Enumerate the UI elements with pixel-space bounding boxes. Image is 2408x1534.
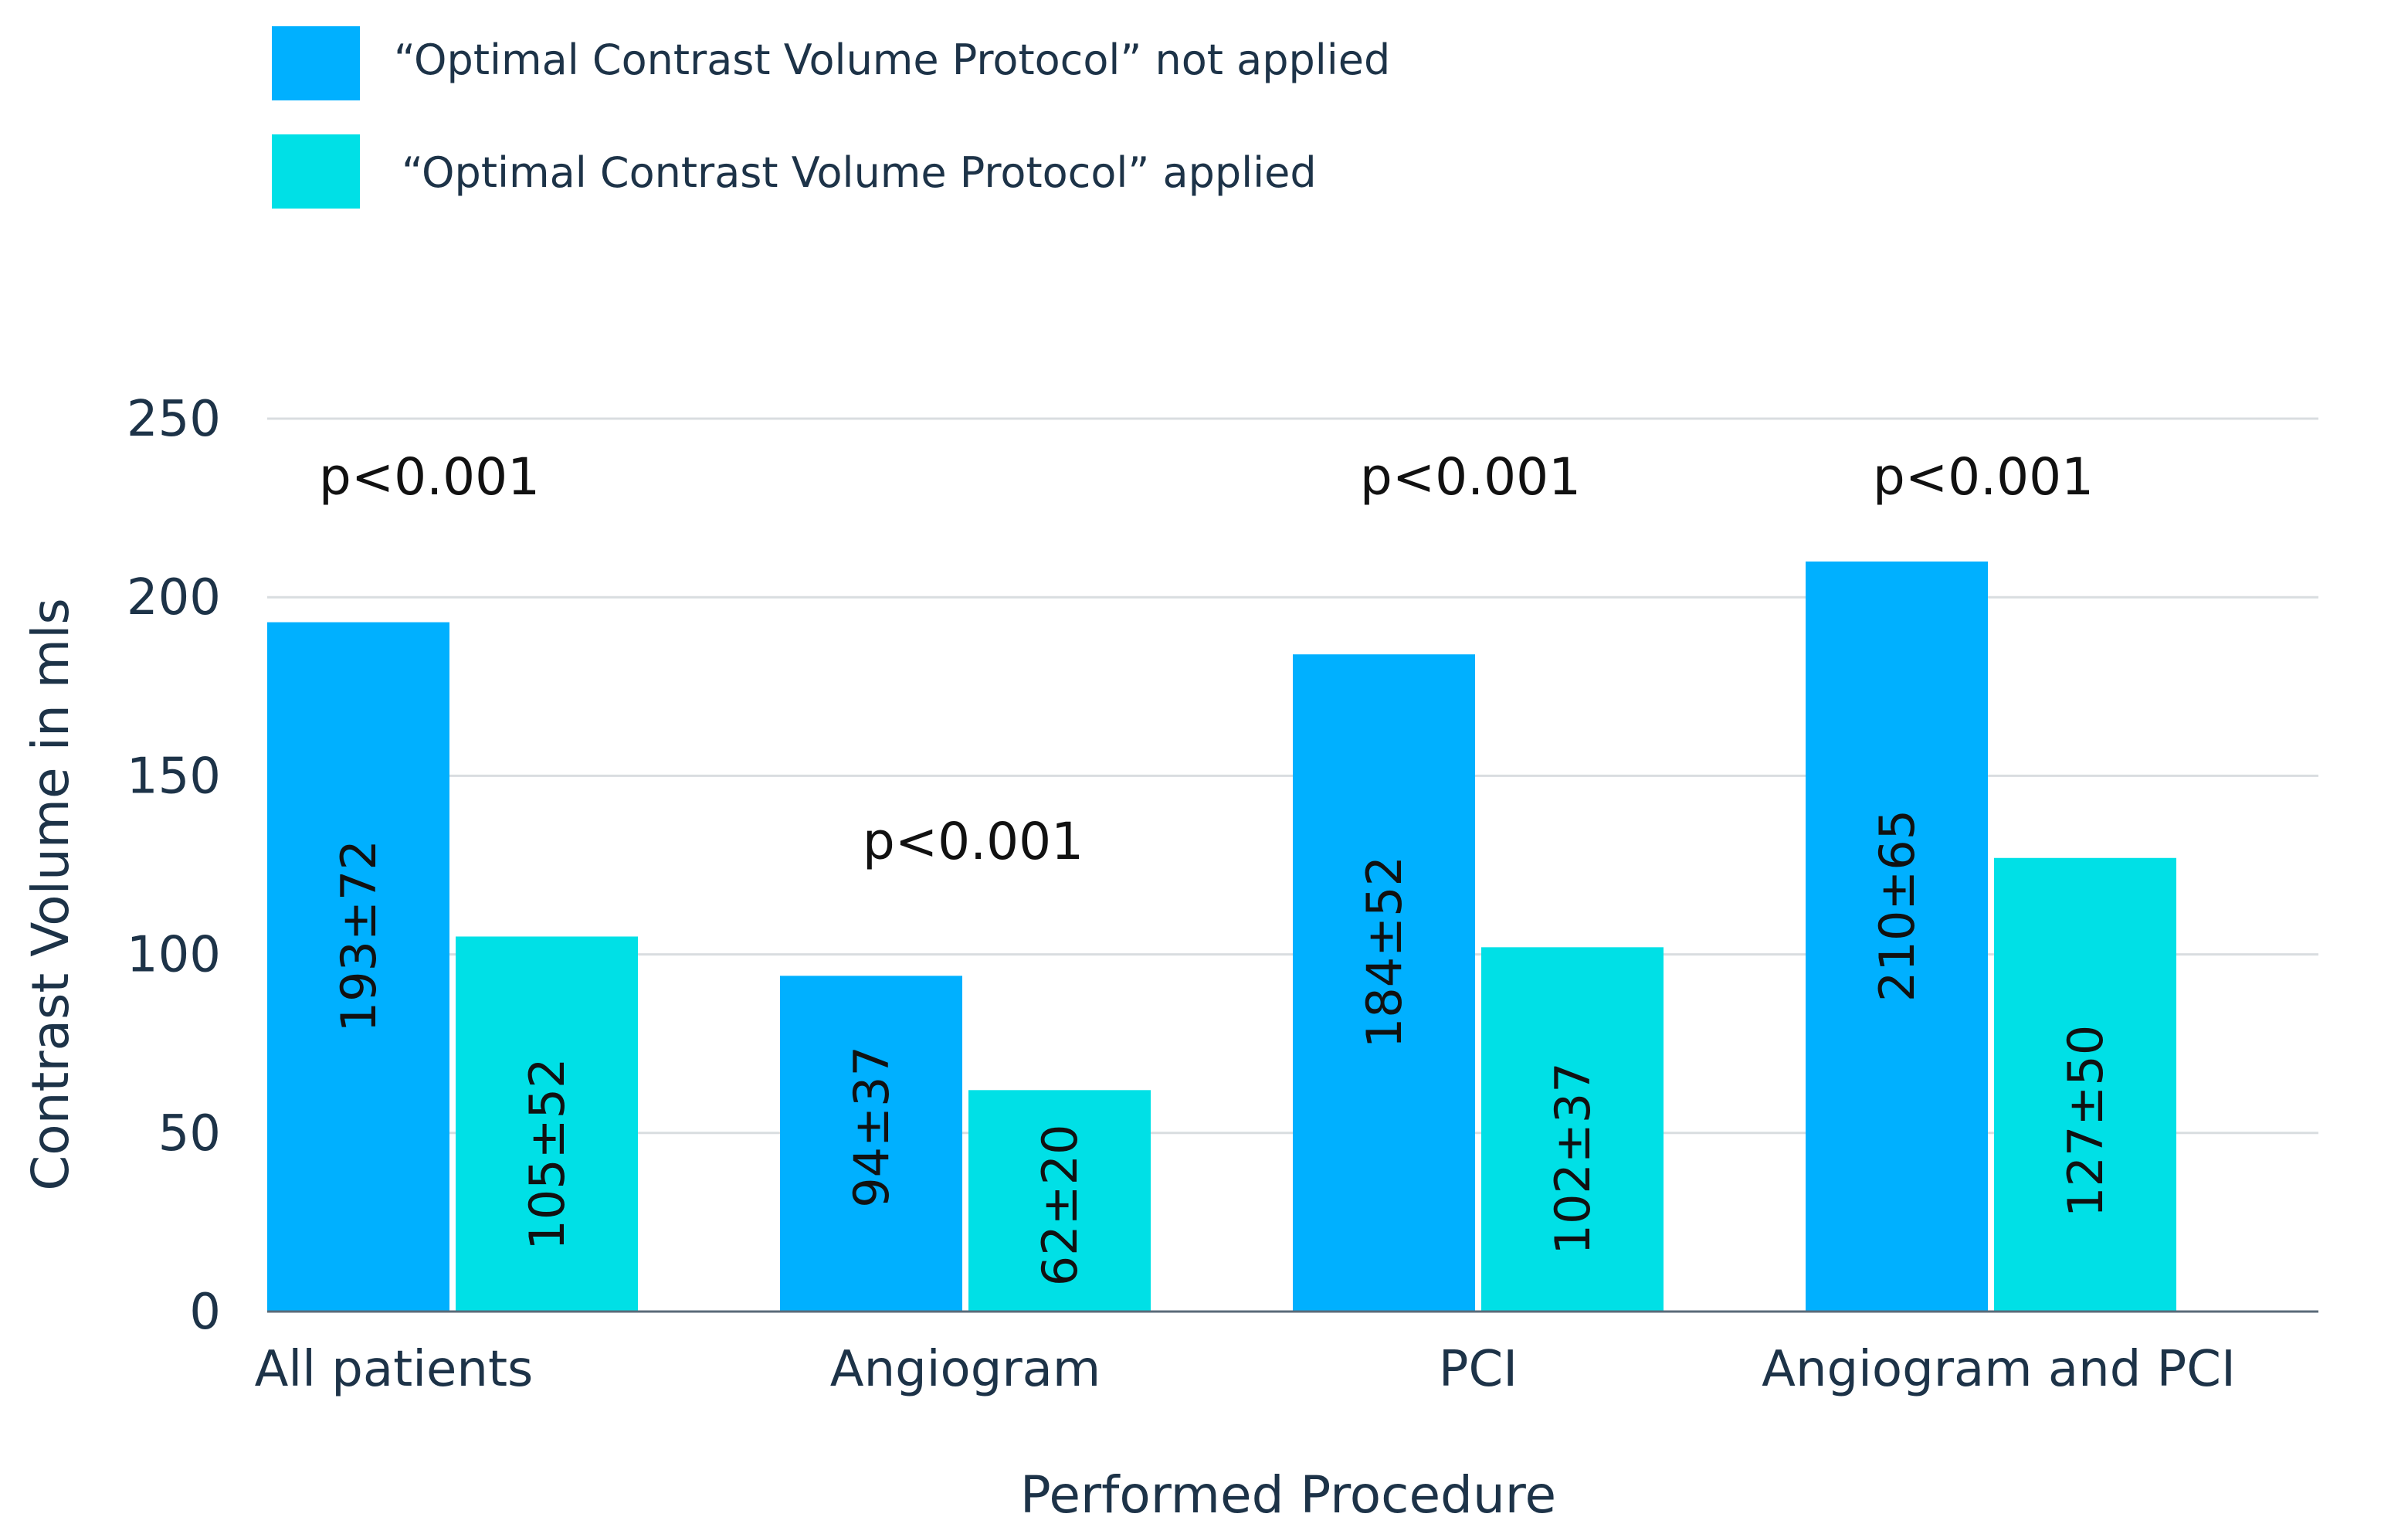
x-category-label: Angiogram and PCI <box>1762 1341 2236 1398</box>
legend: “Optimal Contrast Volume Protocol” not a… <box>272 26 1390 209</box>
y-tick-label: 250 <box>127 391 221 448</box>
bar-applied <box>456 936 638 1312</box>
x-category-label: All patients <box>255 1341 534 1398</box>
bar-value-label: 102±37 <box>1545 1062 1601 1254</box>
x-category-label: Angiogram <box>830 1341 1101 1398</box>
bar-value-label: 210±65 <box>1869 809 1925 1002</box>
p-value-annotation: p<0.001 <box>863 812 1084 871</box>
bar-value-labels: 193±72 105±52 94±37 62±20 184±52 102±37 210±65… <box>331 809 2114 1286</box>
legend-swatch-applied <box>272 134 360 209</box>
x-axis-category-labels: All patients Angiogram PCI Angiogram and PC… <box>255 1341 2236 1398</box>
bar-applied <box>1481 947 1664 1312</box>
legend-swatch-not-applied <box>272 26 360 100</box>
bar-value-label: 105±52 <box>519 1057 575 1250</box>
bar-value-label: 193±72 <box>331 840 387 1032</box>
p-value-annotation: p<0.001 <box>319 447 540 507</box>
y-tick-label: 100 <box>127 927 221 984</box>
y-axis-title: Contrast Volume in mls <box>21 598 80 1191</box>
legend-label-not-applied: “Optimal Contrast Volume Protocol” not a… <box>394 36 1390 84</box>
bar-value-label: 94±37 <box>843 1046 900 1208</box>
bar-applied <box>1994 857 2176 1312</box>
bar-not-applied <box>267 622 449 1312</box>
legend-label-applied: “Optimal Contrast Volume Protocol” appli… <box>402 148 1317 197</box>
y-tick-label: 200 <box>127 569 221 626</box>
p-value-annotation: p<0.001 <box>1360 447 1581 507</box>
bar-not-applied <box>780 976 962 1312</box>
bar-not-applied <box>1293 654 1475 1312</box>
bar-not-applied <box>1806 561 1988 1312</box>
bar-value-label: 184±52 <box>1356 856 1413 1048</box>
bar-value-label: 62±20 <box>1032 1125 1088 1287</box>
y-axis-ticks: 0 50 100 150 200 250 <box>127 391 221 1341</box>
y-tick-label: 50 <box>158 1105 221 1162</box>
bar-applied <box>968 1090 1151 1312</box>
y-tick-label: 0 <box>189 1284 221 1341</box>
bars <box>267 561 2176 1312</box>
p-value-annotation: p<0.001 <box>1873 447 2094 507</box>
x-axis-title: Performed Procedure <box>1020 1465 1556 1525</box>
bar-value-label: 127±50 <box>2057 1025 2114 1217</box>
p-value-annotations: p<0.001 p<0.001 p<0.001 p<0.001 <box>319 447 2094 871</box>
x-category-label: PCI <box>1439 1341 1518 1398</box>
y-tick-label: 150 <box>127 748 221 805</box>
